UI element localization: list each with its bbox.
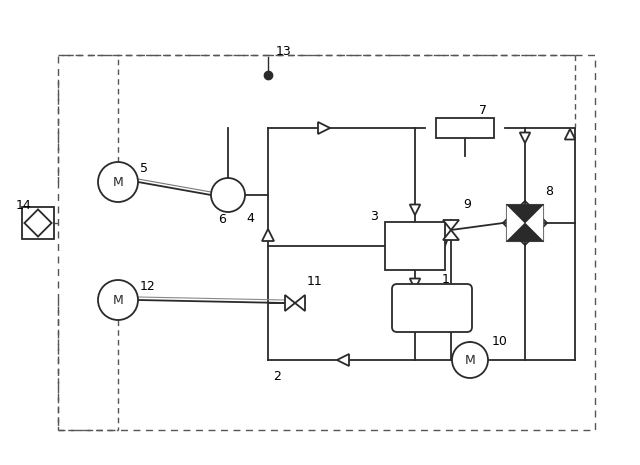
Polygon shape <box>262 229 274 241</box>
Text: 7: 7 <box>479 104 487 117</box>
Text: 3: 3 <box>370 210 378 223</box>
Text: M: M <box>465 353 476 366</box>
FancyBboxPatch shape <box>392 284 472 332</box>
Polygon shape <box>564 129 575 140</box>
Polygon shape <box>525 204 544 242</box>
Polygon shape <box>520 133 531 143</box>
Polygon shape <box>506 204 525 242</box>
Polygon shape <box>443 230 459 240</box>
Polygon shape <box>337 354 349 366</box>
Polygon shape <box>410 205 420 215</box>
Polygon shape <box>24 209 52 237</box>
Text: 10: 10 <box>492 335 508 348</box>
Polygon shape <box>443 220 459 230</box>
Bar <box>22 207 54 239</box>
Circle shape <box>98 162 138 202</box>
Polygon shape <box>503 201 547 245</box>
Polygon shape <box>318 122 330 134</box>
Text: 2: 2 <box>273 370 281 383</box>
Text: M: M <box>113 293 124 306</box>
Polygon shape <box>410 279 420 289</box>
Polygon shape <box>285 295 295 311</box>
Bar <box>385 222 445 270</box>
Bar <box>436 118 494 138</box>
Text: 9: 9 <box>463 198 471 211</box>
Text: 13: 13 <box>276 45 292 58</box>
Polygon shape <box>295 295 305 311</box>
Circle shape <box>98 280 138 320</box>
Circle shape <box>211 178 245 212</box>
Text: 8: 8 <box>545 185 553 198</box>
Text: 4: 4 <box>246 212 254 225</box>
Text: 5: 5 <box>140 162 148 175</box>
Text: 11: 11 <box>307 275 323 288</box>
Text: 6: 6 <box>218 213 226 226</box>
Polygon shape <box>506 204 544 223</box>
Text: 1: 1 <box>442 273 450 286</box>
Circle shape <box>452 342 488 378</box>
Text: M: M <box>113 175 124 188</box>
Text: 14: 14 <box>16 199 32 212</box>
Text: 12: 12 <box>140 280 156 293</box>
Polygon shape <box>506 223 544 242</box>
Bar <box>58 55 595 430</box>
